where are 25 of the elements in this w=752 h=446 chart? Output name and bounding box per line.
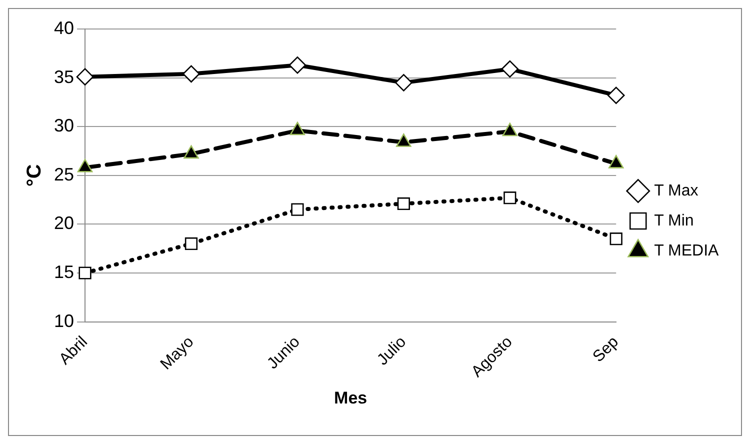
point bbox=[501, 60, 519, 78]
y-tick-label: 10 bbox=[54, 310, 74, 331]
y-tick-label: 35 bbox=[54, 66, 74, 87]
legend-label: T MEDIA bbox=[654, 242, 720, 260]
legend-label: T Max bbox=[654, 182, 698, 200]
legend-label: T Min bbox=[654, 212, 694, 230]
y-tick-label: 30 bbox=[54, 116, 74, 136]
y-axis-title: °C bbox=[24, 164, 46, 187]
x-axis-title: Mes bbox=[334, 388, 368, 408]
y-tick-label: 20 bbox=[54, 213, 74, 234]
point bbox=[504, 192, 516, 204]
point bbox=[76, 68, 94, 86]
point bbox=[610, 232, 622, 246]
point bbox=[395, 74, 412, 92]
point bbox=[607, 86, 625, 104]
point bbox=[184, 237, 198, 250]
point bbox=[182, 65, 200, 83]
x-tick-label: Julio bbox=[374, 333, 410, 369]
point bbox=[291, 203, 304, 216]
y-tick-label: 25 bbox=[54, 164, 74, 184]
point bbox=[397, 197, 410, 210]
x-tick-label: Sep bbox=[590, 333, 622, 366]
y-tick-label: 15 bbox=[54, 262, 74, 282]
y-tick-label: 40 bbox=[54, 18, 74, 38]
point bbox=[288, 56, 306, 74]
